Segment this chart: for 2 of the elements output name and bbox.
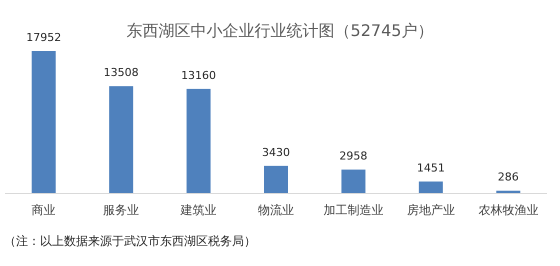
annotation: （注：以上数据来源于武汉市东西湖区税务局） bbox=[4, 234, 256, 248]
title: 东西湖区中小企业行业统计图（52745户） bbox=[126, 21, 434, 40]
